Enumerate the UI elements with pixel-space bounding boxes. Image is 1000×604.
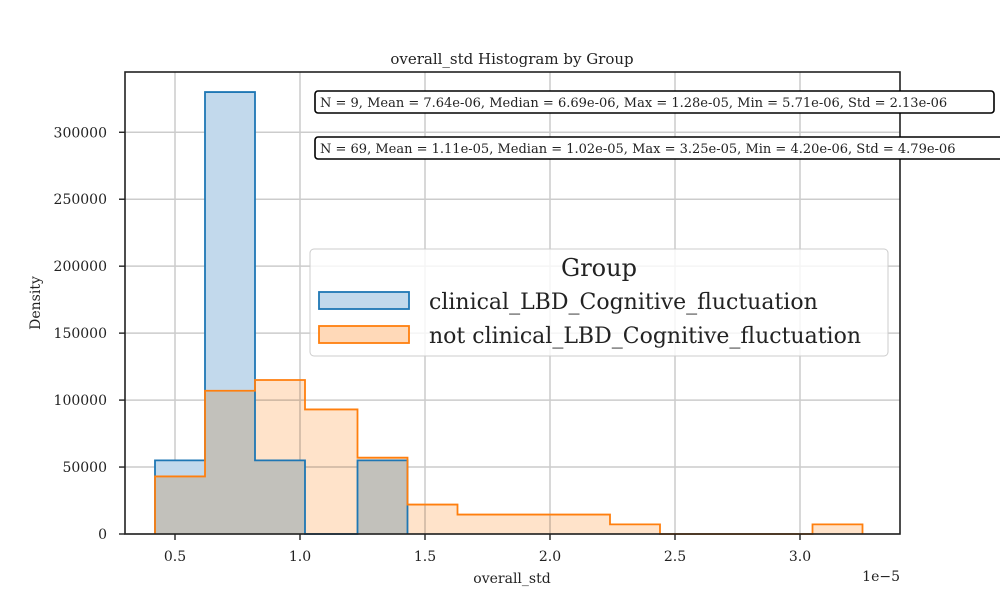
stats-annotation-text: N = 9, Mean = 7.64e-06, Median = 6.69e-0…	[320, 96, 947, 111]
stats-annotation-text: N = 69, Mean = 1.11e-05, Median = 1.02e-…	[320, 142, 955, 157]
histogram-bar-not-clinical	[305, 409, 358, 534]
stats-annotation-clinical: N = 9, Mean = 7.64e-06, Median = 6.69e-0…	[314, 90, 995, 114]
y-tick-label: 150000	[54, 326, 107, 342]
x-tick-label: 3.0	[789, 549, 811, 565]
stats-annotation-box	[314, 136, 1000, 160]
x-tick-label: 2.0	[539, 549, 561, 565]
histogram-bar-not-clinical	[407, 504, 458, 534]
stats-annotation-not-clinical: N = 69, Mean = 1.11e-05, Median = 1.02e-…	[314, 136, 1000, 160]
y-tick-label: 100000	[54, 393, 107, 409]
y-tick-label: 0	[98, 527, 107, 543]
y-tick-label: 300000	[54, 125, 107, 141]
legend-title: Group	[561, 254, 637, 282]
histogram-bar-not-clinical	[205, 390, 255, 534]
bars-layer	[154, 91, 864, 535]
histogram-bar-not-clinical	[155, 476, 205, 534]
y-tick-label: 50000	[62, 460, 107, 476]
histogram-bar-not-clinical	[457, 514, 510, 534]
histogram-bar-not-clinical	[812, 524, 863, 534]
legend-swatch-not-clinical	[318, 325, 410, 344]
x-tick-label: 2.5	[664, 549, 686, 565]
x-tick-label: 1.5	[414, 549, 436, 565]
ticks-layer: 0.5 1.0 1.5 2.0 2.5 3.0 0 50000 100000 150000 2000…	[54, 125, 812, 565]
histogram-bar-not-clinical	[510, 514, 560, 534]
legend-label-not-clinical: not clinical_LBD_Cognitive_fluctuation	[429, 324, 861, 349]
x-axis-label: overall_std	[473, 571, 550, 587]
histogram-bar-not-clinical	[610, 524, 660, 534]
y-tick-label: 200000	[54, 259, 107, 275]
chart-title: overall_std Histogram by Group	[390, 50, 633, 68]
stats-annotation-box	[314, 90, 995, 114]
x-tick-label: 0.5	[164, 549, 186, 565]
legend-swatch-clinical	[318, 291, 410, 310]
histogram-bar-not-clinical	[357, 457, 408, 534]
x-tick-label: 1.0	[289, 549, 311, 565]
y-tick-label: 250000	[54, 192, 107, 208]
histogram-bar-not-clinical	[560, 514, 610, 534]
histogram-bar-not-clinical	[255, 380, 305, 534]
legend-frame	[309, 248, 889, 357]
x-scale-offset-label: 1e−5	[862, 569, 900, 585]
histogram-outline-clinical	[154, 91, 409, 535]
plot-frame	[124, 71, 901, 535]
y-axis-label: Density	[28, 276, 44, 330]
legend: Group clinical_LBD_Cognitive_fluctuation…	[309, 248, 889, 357]
legend-label-clinical: clinical_LBD_Cognitive_fluctuation	[429, 290, 818, 315]
